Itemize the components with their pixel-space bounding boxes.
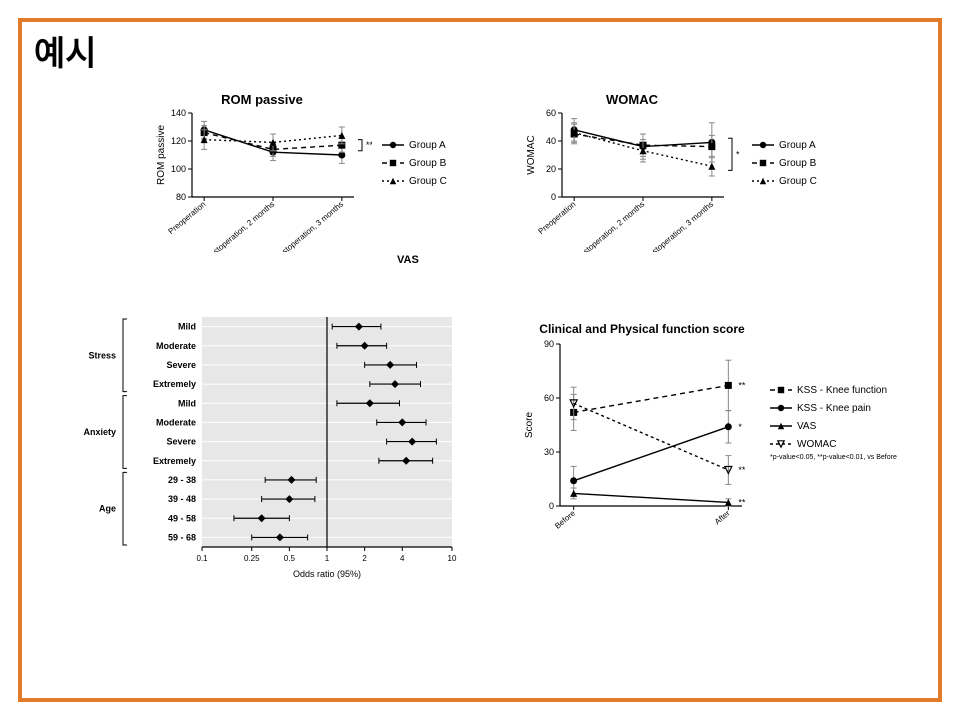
chart-rom-title: ROM passive (152, 92, 372, 107)
svg-text:**: ** (738, 497, 746, 507)
chart-womac-title: WOMAC (522, 92, 742, 107)
svg-text:Anxiety: Anxiety (83, 427, 116, 437)
svg-text:Mild: Mild (178, 398, 196, 408)
svg-text:2: 2 (362, 554, 367, 563)
slide-frame: 예시 ROM passive 80100120140ROM passivePre… (18, 18, 942, 702)
chart-clinical-title: Clinical and Physical function score (522, 322, 762, 336)
svg-text:ROM passive: ROM passive (156, 125, 167, 185)
svg-text:Before: Before (553, 508, 577, 530)
svg-text:Odds ratio (95%): Odds ratio (95%) (293, 569, 361, 579)
chart-clinical-legend: KSS - Knee function KSS - Knee pain VAS WOM… (770, 382, 887, 452)
svg-text:59 - 68: 59 - 68 (168, 532, 196, 542)
svg-text:Age: Age (99, 504, 116, 514)
svg-text:49 - 58: 49 - 58 (168, 513, 196, 523)
legend-item: KSS - Knee pain (770, 400, 887, 416)
svg-text:*: * (738, 422, 742, 432)
svg-text:Severe: Severe (166, 437, 196, 447)
slide-title: 예시 (34, 26, 97, 75)
svg-text:After: After (713, 508, 732, 526)
chart-rom-legend: Group A Group B Group C (382, 137, 447, 189)
svg-text:100: 100 (171, 164, 186, 174)
svg-text:90: 90 (544, 339, 554, 349)
svg-text:0.25: 0.25 (244, 554, 260, 563)
svg-text:**: ** (738, 465, 746, 475)
chart-womac: WOMAC 0204060WOMACPreoperationPostoperat… (522, 92, 742, 252)
svg-text:**: ** (366, 140, 372, 150)
legend-item: KSS - Knee function (770, 382, 887, 398)
svg-text:*: * (736, 149, 740, 159)
svg-text:40: 40 (546, 136, 556, 146)
svg-text:Extremely: Extremely (153, 379, 196, 389)
vas-label: VAS (397, 254, 419, 266)
chart-rom: ROM passive 80100120140ROM passivePreope… (152, 92, 372, 252)
chart-clinical-svg: 0306090ScoreBeforeAfter******* (522, 336, 762, 536)
svg-text:80: 80 (176, 192, 186, 202)
svg-text:Moderate: Moderate (156, 417, 196, 427)
svg-text:Score: Score (524, 412, 535, 439)
legend-item: Group A (752, 137, 817, 153)
chart-clinical: Clinical and Physical function score 0 30… (522, 322, 762, 552)
svg-text:1: 1 (325, 554, 330, 563)
svg-text:**: ** (738, 380, 746, 390)
svg-text:60: 60 (546, 108, 556, 118)
svg-text:Postoperation, 2 months: Postoperation, 2 months (204, 200, 276, 252)
legend-item: Group C (382, 173, 447, 189)
svg-text:Preoperation: Preoperation (537, 200, 578, 236)
svg-text:Moderate: Moderate (156, 341, 196, 351)
legend-item: Group A (382, 137, 447, 153)
svg-text:29 - 38: 29 - 38 (168, 475, 196, 485)
svg-text:120: 120 (171, 136, 186, 146)
svg-text:Severe: Severe (166, 360, 196, 370)
svg-text:0.1: 0.1 (196, 554, 208, 563)
svg-text:Extremely: Extremely (153, 456, 196, 466)
svg-text:4: 4 (400, 554, 405, 563)
svg-text:0: 0 (551, 192, 556, 202)
forest-plot: 0.1 0.25 0.5 1 2 4 10 Odds ratio (95%) Mild Moder… (72, 307, 472, 587)
legend-item: Group B (382, 155, 447, 171)
svg-text:60: 60 (544, 393, 554, 403)
chart-womac-svg: 0 20 40 60 WOMAC PreoperationPostoperation, 2… (522, 107, 742, 252)
svg-text:30: 30 (544, 447, 554, 457)
svg-text:WOMAC: WOMAC (526, 135, 537, 174)
chart-rom-svg: 80100120140ROM passivePreoperationPostop… (152, 107, 372, 252)
svg-text:Postoperation, 2 months: Postoperation, 2 months (574, 200, 646, 252)
svg-text:39 - 48: 39 - 48 (168, 494, 196, 504)
svg-text:20: 20 (546, 164, 556, 174)
svg-text:0.5: 0.5 (284, 554, 296, 563)
svg-text:Mild: Mild (178, 322, 196, 332)
forest-svg: 0.1 0.25 0.5 1 2 4 10 Odds ratio (95%) Mild Moder… (72, 307, 472, 587)
svg-text:10: 10 (448, 554, 457, 563)
svg-text:Postoperation, 3 months: Postoperation, 3 months (643, 200, 715, 252)
svg-text:Preoperation: Preoperation (167, 200, 208, 236)
legend-item: Group B (752, 155, 817, 171)
legend-item: Group C (752, 173, 817, 189)
svg-text:Stress: Stress (88, 350, 116, 360)
svg-text:0: 0 (549, 501, 554, 511)
chart-womac-legend: Group A Group B Group C (752, 137, 817, 189)
svg-text:140: 140 (171, 108, 186, 118)
legend-item: VAS (770, 418, 887, 434)
legend-item: WOMAC (770, 436, 887, 452)
chart-clinical-footnote: *p-value<0.05, **p-value<0.01, vs Before (770, 454, 897, 461)
svg-text:Postoperation, 3 months: Postoperation, 3 months (273, 200, 345, 252)
